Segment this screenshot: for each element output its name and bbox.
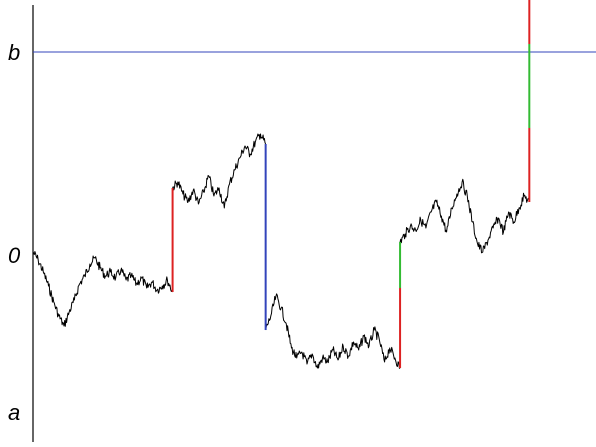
level-label-b: b [8, 40, 20, 65]
series-layer [32, 0, 596, 369]
path-segment-4 [399, 178, 530, 254]
path-segment-3 [265, 293, 401, 369]
level-label-zero: 0 [8, 243, 21, 268]
level-label-a: a [8, 400, 20, 425]
path-segment-2 [172, 133, 267, 209]
path-segment-1 [32, 251, 174, 327]
